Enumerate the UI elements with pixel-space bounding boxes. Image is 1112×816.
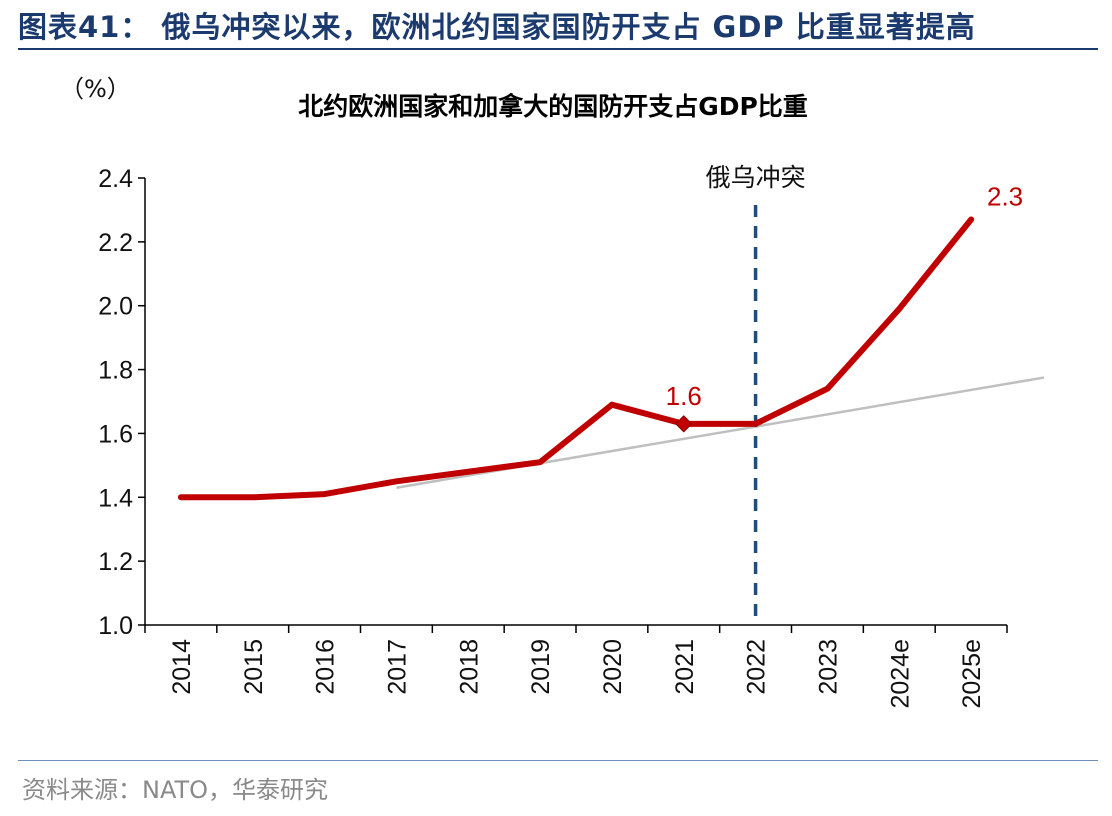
x-tick-label: 2022 bbox=[743, 639, 771, 695]
data-label: 2.3 bbox=[987, 182, 1023, 212]
y-tick-label: 1.2 bbox=[98, 548, 133, 576]
series-line bbox=[177, 216, 975, 501]
x-tick-label: 2020 bbox=[599, 639, 627, 695]
event-label: 俄乌冲突 bbox=[706, 163, 806, 192]
x-tick-label: 2015 bbox=[240, 639, 268, 695]
x-tick-label: 2025e bbox=[958, 639, 986, 709]
x-tick-label: 2019 bbox=[527, 639, 555, 695]
x-tick-label: 2018 bbox=[455, 639, 483, 695]
plot-area: 俄乌冲突 1.6 2.3 bbox=[177, 163, 1045, 625]
chart-title: 北约欧洲国家和加拿大的国防开支占GDP比重 bbox=[298, 92, 808, 121]
x-tick-label: 2014 bbox=[168, 639, 196, 695]
y-tick-label: 1.4 bbox=[98, 484, 133, 512]
unit-label: （%） bbox=[60, 75, 131, 103]
y-tick-label: 1.6 bbox=[98, 420, 133, 448]
x-tick-label: 2021 bbox=[671, 639, 699, 695]
y-tick-label: 2.0 bbox=[98, 293, 133, 321]
data-marker bbox=[675, 415, 693, 433]
axes: 1.0 1.2 1.4 1.6 1.8 2.0 2.2 2.4 2014 2015 2016 2017… bbox=[98, 165, 1008, 709]
y-tick-label: 1.0 bbox=[98, 612, 133, 640]
title-rule bbox=[18, 48, 1098, 50]
x-tick-label: 2024e bbox=[886, 639, 914, 709]
x-tick-label: 2023 bbox=[814, 639, 842, 695]
figure-title: 图表41： 俄乌冲突以来，欧洲北约国家国防开支占 GDP 比重显著提高 bbox=[18, 10, 976, 44]
y-tick-label: 1.8 bbox=[98, 357, 133, 385]
y-tick-label: 2.4 bbox=[98, 165, 133, 193]
x-tick-label: 2017 bbox=[383, 639, 411, 695]
source-note: 资料来源：NATO，华泰研究 bbox=[22, 776, 329, 804]
x-tick-label: 2016 bbox=[312, 639, 340, 695]
footer-rule bbox=[18, 760, 1098, 761]
y-tick-label: 2.2 bbox=[98, 229, 133, 257]
data-label: 1.6 bbox=[666, 381, 702, 411]
